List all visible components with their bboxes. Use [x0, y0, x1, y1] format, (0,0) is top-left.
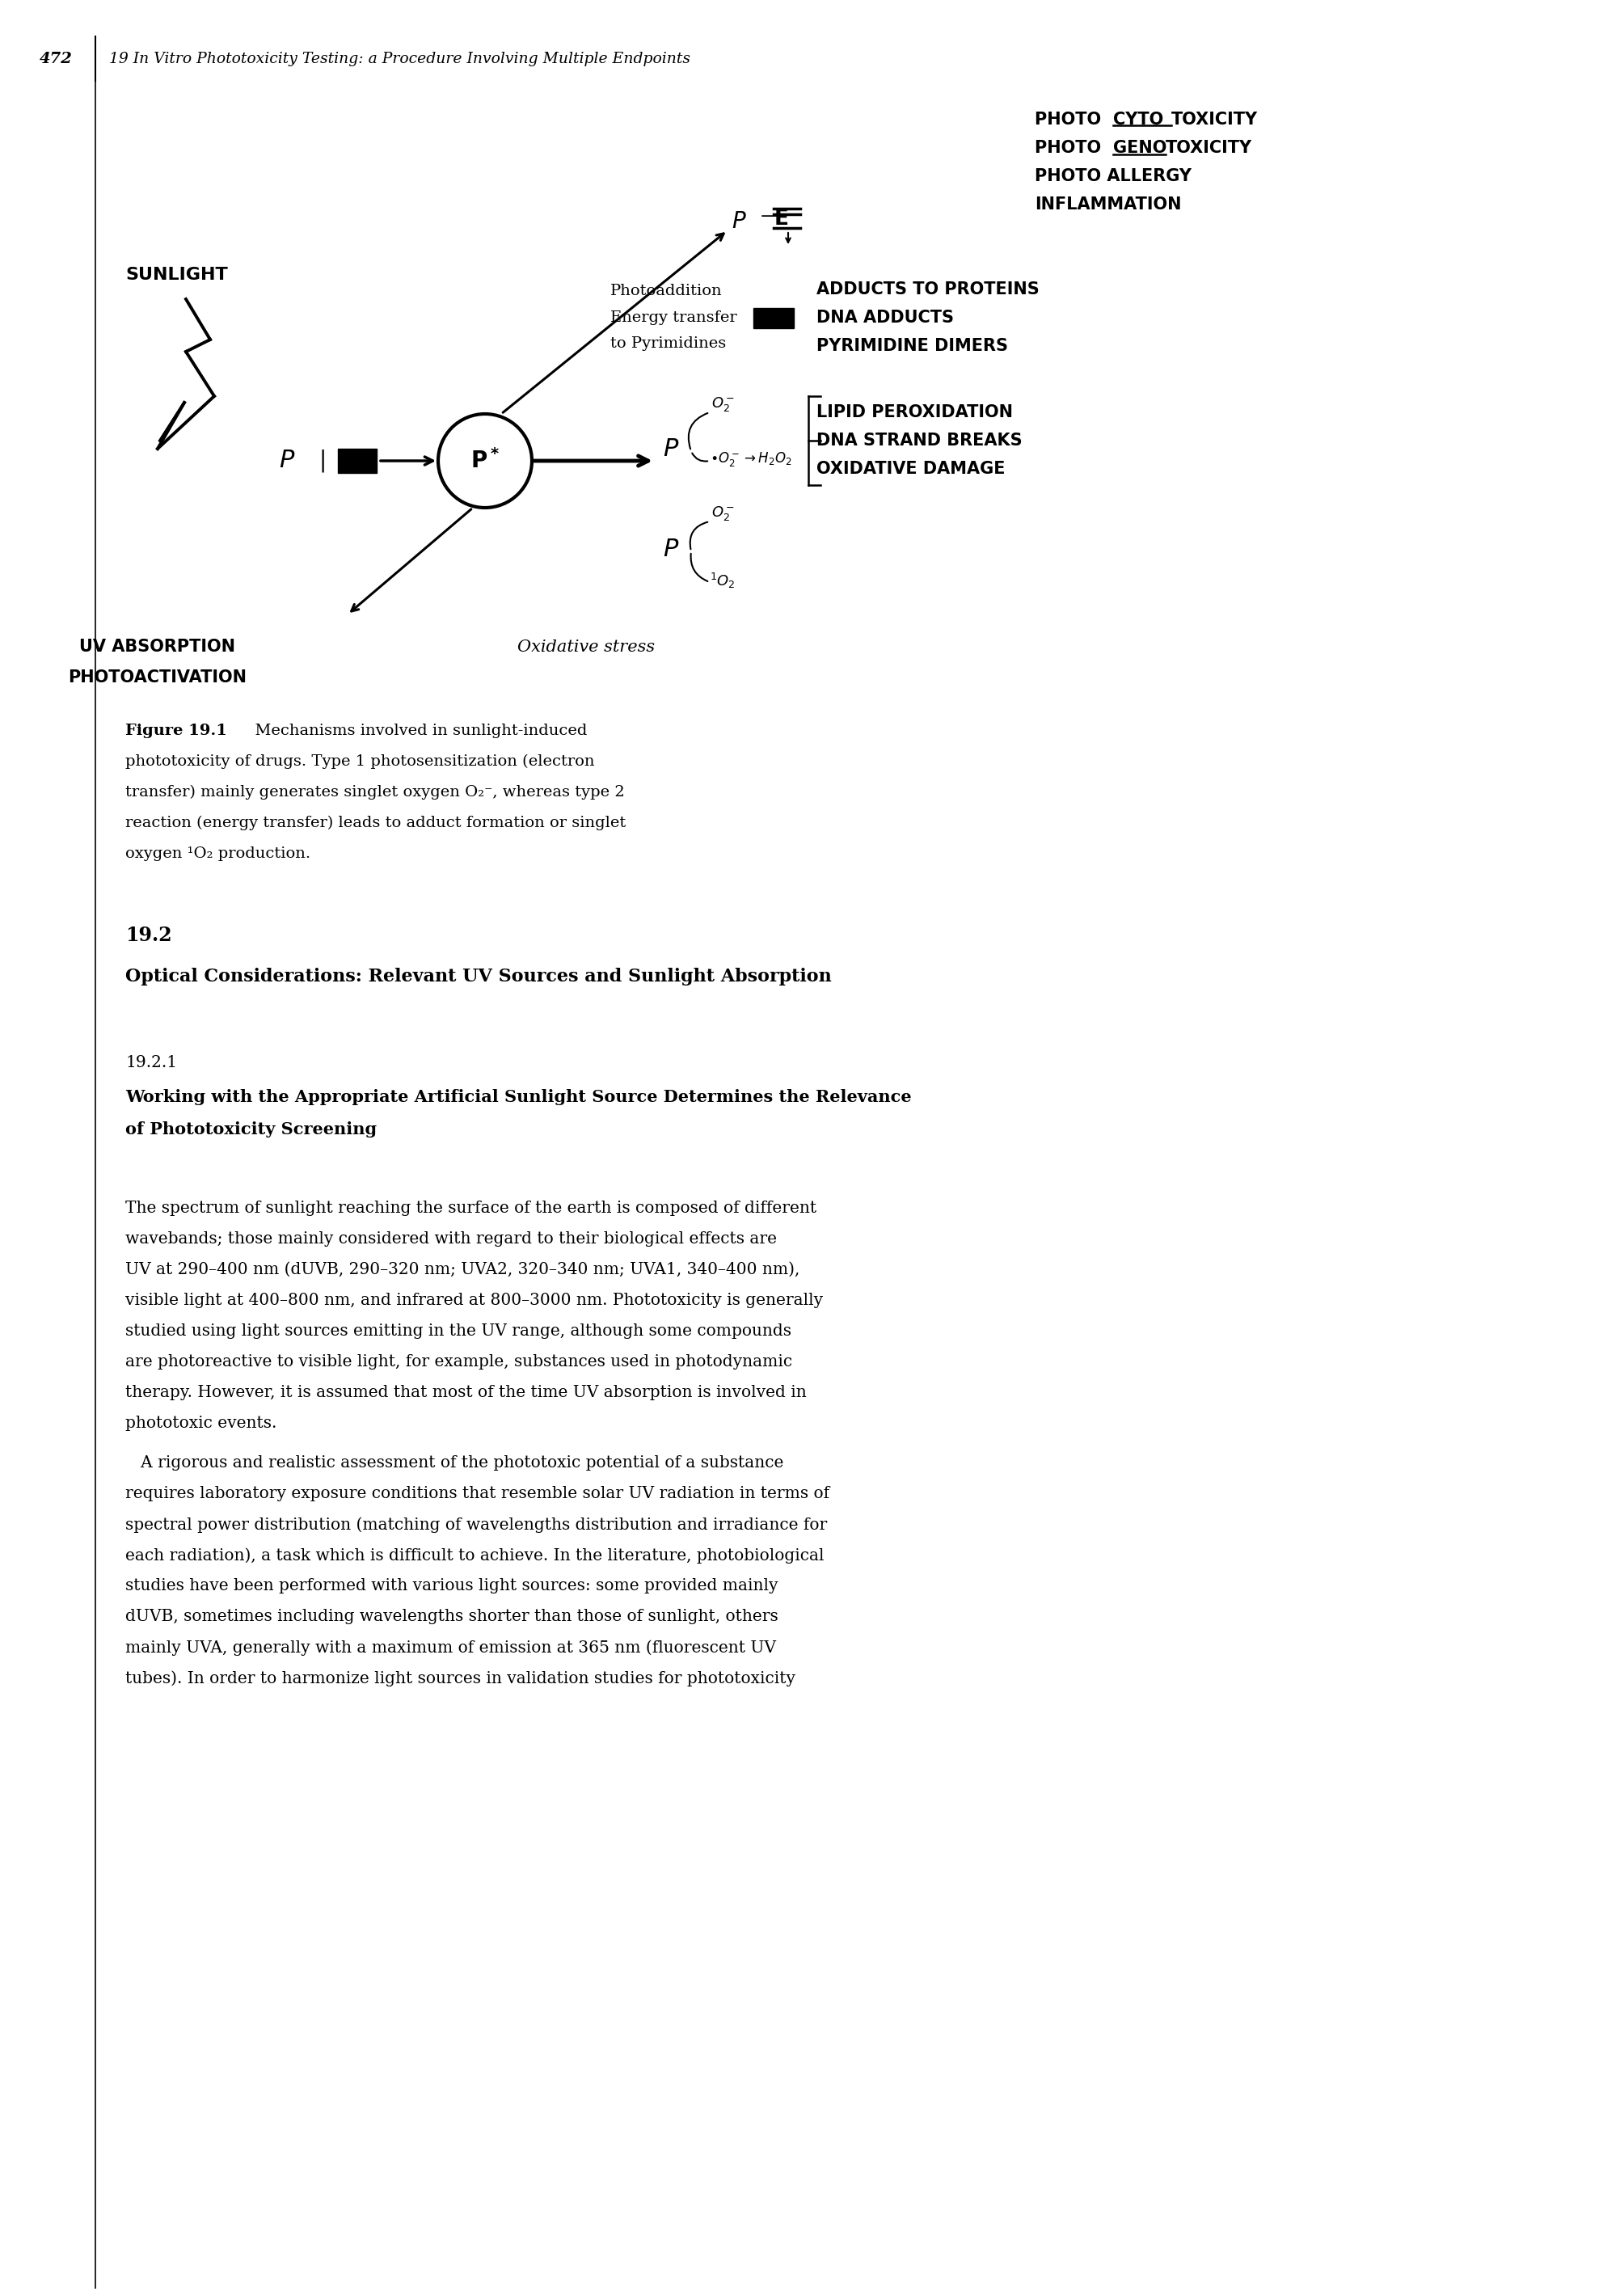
Text: requires laboratory exposure conditions that resemble solar UV radiation in term: requires laboratory exposure conditions … [125, 1485, 830, 1501]
Text: tubes). In order to harmonize light sources in validation studies for phototoxic: tubes). In order to harmonize light sour… [125, 1671, 796, 1687]
Text: LIPID PEROXIDATION: LIPID PEROXIDATION [817, 403, 1013, 419]
Text: Oxidative stress: Oxidative stress [518, 639, 654, 656]
Text: PHOTO ALLERGY: PHOTO ALLERGY [1034, 167, 1192, 183]
Text: each radiation), a task which is difficult to achieve. In the literature, photob: each radiation), a task which is difficu… [125, 1547, 823, 1563]
Text: PHOTOACTIVATION: PHOTOACTIVATION [68, 669, 247, 685]
Text: reaction (energy transfer) leads to adduct formation or singlet: reaction (energy transfer) leads to addu… [125, 816, 625, 830]
Text: transfer) mainly generates singlet oxygen O₂⁻, whereas type 2: transfer) mainly generates singlet oxyge… [125, 786, 625, 800]
Text: 19.2.1: 19.2.1 [125, 1054, 177, 1070]
Text: $|$: $|$ [318, 447, 325, 474]
Text: therapy. However, it is assumed that most of the time UV absorption is involved : therapy. However, it is assumed that mos… [125, 1384, 807, 1400]
Text: Figure 19.1: Figure 19.1 [125, 724, 227, 738]
Text: $\bullet O_2^- \rightarrow H_2O_2$: $\bullet O_2^- \rightarrow H_2O_2$ [710, 449, 793, 468]
Text: Working with the Appropriate Artificial Sunlight Source Determines the Relevance: Working with the Appropriate Artificial … [125, 1089, 911, 1105]
Text: CYTO: CYTO [1112, 112, 1163, 128]
Text: spectral power distribution (matching of wavelengths distribution and irradiance: spectral power distribution (matching of… [125, 1517, 827, 1533]
Text: PHOTO: PHOTO [1034, 140, 1108, 156]
Text: DNA STRAND BREAKS: DNA STRAND BREAKS [817, 433, 1021, 449]
Text: TOXICITY: TOXICITY [1171, 112, 1259, 128]
Text: studies have been performed with various light sources: some provided mainly: studies have been performed with various… [125, 1579, 778, 1593]
Text: SUNLIGHT: SUNLIGHT [125, 266, 227, 282]
Text: phototoxic events.: phototoxic events. [125, 1416, 276, 1430]
Text: visible light at 400–800 nm, and infrared at 800–3000 nm. Phototoxicity is gener: visible light at 400–800 nm, and infrare… [125, 1293, 823, 1309]
Text: ADDUCTS TO PROTEINS: ADDUCTS TO PROTEINS [817, 282, 1039, 298]
Text: $\mathbf{E}$: $\mathbf{E}$ [773, 209, 788, 229]
Text: $\mathit{P}$: $\mathit{P}$ [663, 536, 679, 562]
Text: Optical Considerations: Relevant UV Sources and Sunlight Absorption: Optical Considerations: Relevant UV Sour… [125, 967, 831, 986]
Text: are photoreactive to visible light, for example, substances used in photodynamic: are photoreactive to visible light, for … [125, 1355, 793, 1371]
Text: A rigorous and realistic assessment of the phototoxic potential of a substance: A rigorous and realistic assessment of t… [125, 1455, 784, 1471]
Bar [754, 307, 794, 328]
Text: INFLAMMATION: INFLAMMATION [1034, 197, 1181, 213]
Text: oxygen ¹O₂ production.: oxygen ¹O₂ production. [125, 846, 310, 862]
Bar [338, 449, 377, 472]
Text: $O_2^-$: $O_2^-$ [711, 394, 736, 413]
Text: of Phototoxicity Screening: of Phototoxicity Screening [125, 1121, 377, 1137]
Text: to Pyrimidines: to Pyrimidines [611, 337, 726, 351]
Text: GENO: GENO [1112, 140, 1166, 156]
Text: UV at 290–400 nm (dUVB, 290–320 nm; UVA2, 320–340 nm; UVA1, 340–400 nm),: UV at 290–400 nm (dUVB, 290–320 nm; UVA2… [125, 1263, 799, 1277]
Circle shape [438, 415, 533, 509]
Text: 472: 472 [39, 53, 73, 66]
Text: TOXICITY: TOXICITY [1166, 140, 1252, 156]
Text: 19 In Vitro Phototoxicity Testing: a Procedure Involving Multiple Endpoints: 19 In Vitro Phototoxicity Testing: a Pro… [109, 53, 690, 66]
Text: $O_2^-$: $O_2^-$ [711, 504, 736, 523]
Text: studied using light sources emitting in the UV range, although some compounds: studied using light sources emitting in … [125, 1322, 791, 1339]
Text: dUVB, sometimes including wavelengths shorter than those of sunlight, others: dUVB, sometimes including wavelengths sh… [125, 1609, 778, 1625]
Text: OXIDATIVE DAMAGE: OXIDATIVE DAMAGE [817, 461, 1005, 477]
Text: 19.2: 19.2 [125, 926, 172, 944]
Text: DNA ADDUCTS: DNA ADDUCTS [817, 309, 953, 325]
Text: Energy transfer: Energy transfer [611, 309, 737, 325]
Text: $\mathbf{P^*}$: $\mathbf{P^*}$ [471, 449, 500, 472]
Text: phototoxicity of drugs. Type 1 photosensitization (electron: phototoxicity of drugs. Type 1 photosens… [125, 754, 594, 770]
Text: Photoaddition: Photoaddition [611, 284, 723, 298]
Text: wavebands; those mainly considered with regard to their biological effects are: wavebands; those mainly considered with … [125, 1231, 776, 1247]
Text: UV ABSORPTION: UV ABSORPTION [80, 639, 235, 656]
Text: PHOTO: PHOTO [1034, 112, 1108, 128]
Text: $^1O_2$: $^1O_2$ [710, 571, 736, 589]
Text: $\mathbf{—}$: $\mathbf{—}$ [760, 204, 781, 225]
Text: Mechanisms involved in sunlight-induced: Mechanisms involved in sunlight-induced [245, 724, 588, 738]
Text: mainly UVA, generally with a maximum of emission at 365 nm (fluorescent UV: mainly UVA, generally with a maximum of … [125, 1639, 776, 1655]
Text: The spectrum of sunlight reaching the surface of the earth is composed of differ: The spectrum of sunlight reaching the su… [125, 1201, 817, 1217]
Text: $\mathit{P}$: $\mathit{P}$ [731, 211, 747, 234]
Text: PYRIMIDINE DIMERS: PYRIMIDINE DIMERS [817, 337, 1009, 353]
Text: $\mathit{P}$: $\mathit{P}$ [279, 449, 296, 474]
Text: $\mathit{P}$: $\mathit{P}$ [663, 435, 679, 461]
